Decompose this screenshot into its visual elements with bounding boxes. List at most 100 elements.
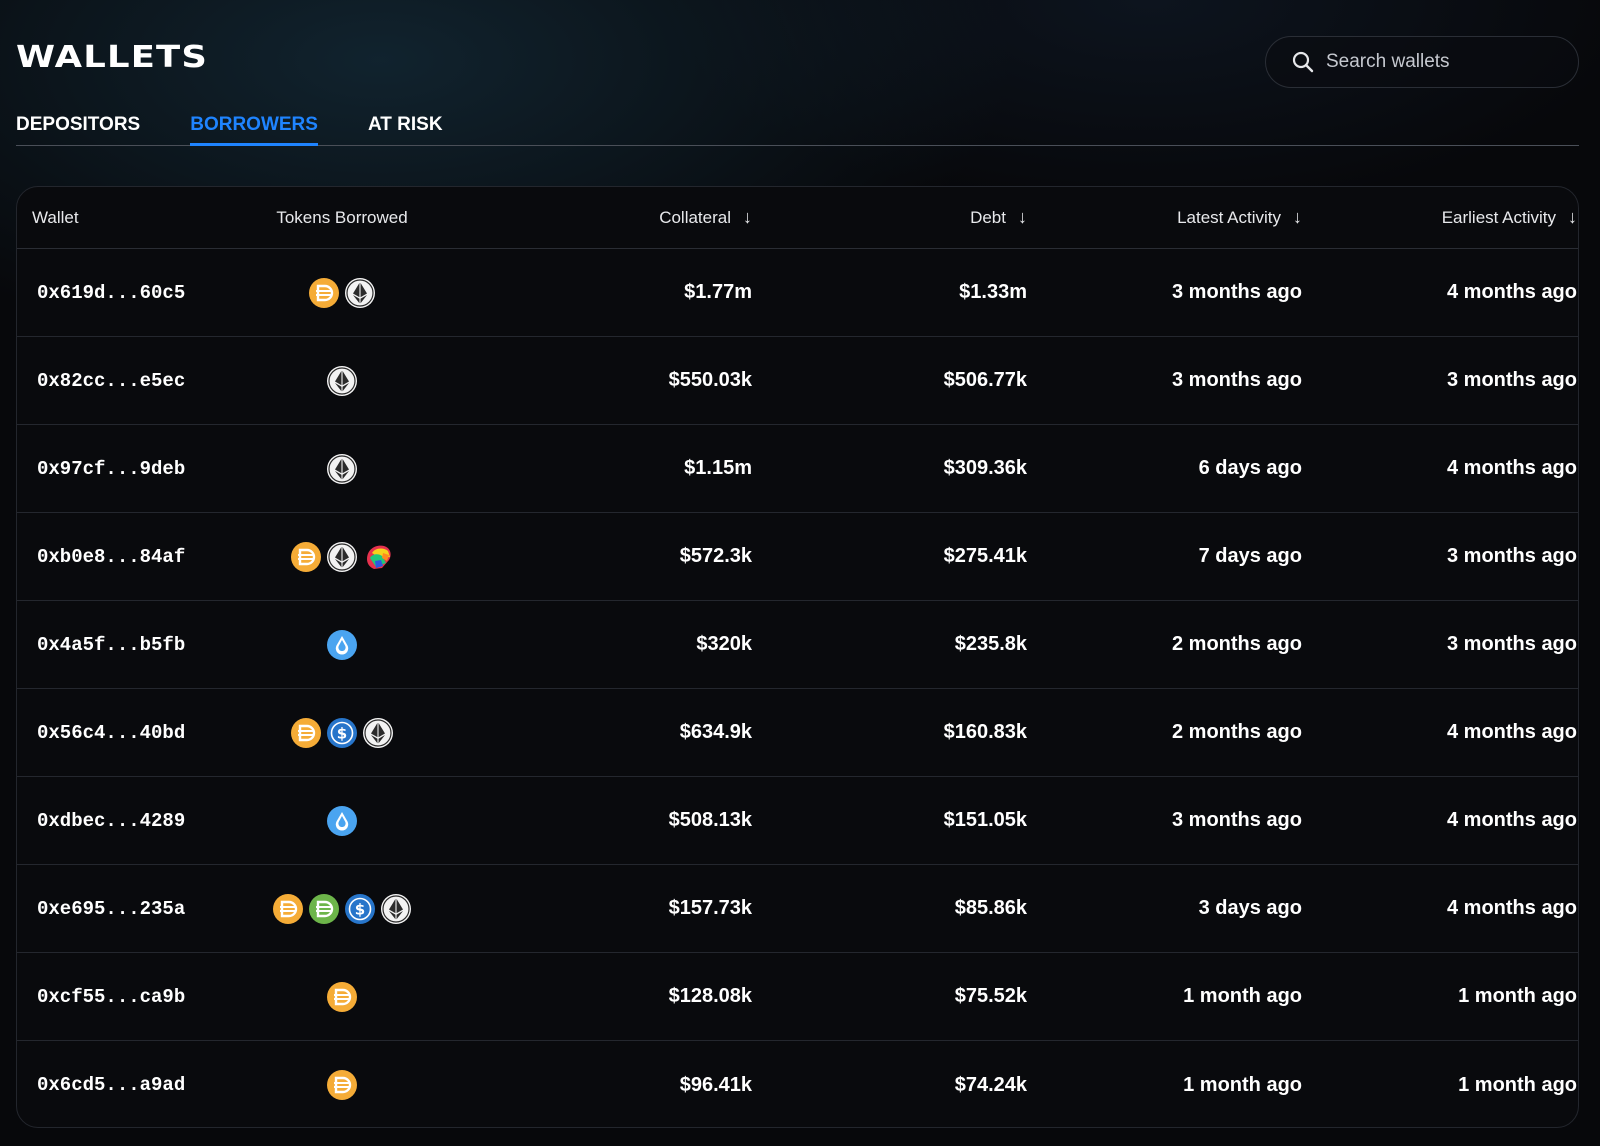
wallet-address-link[interactable]: 0x6cd5...a9ad (37, 1074, 186, 1096)
collateral-value: $1.15m (684, 457, 752, 479)
wallet-cell: 0xcf55...ca9b (17, 986, 247, 1008)
dai-icon (290, 541, 322, 573)
wallets-table: Wallet Tokens Borrowed Collateral ↓ Debt ↓… (16, 186, 1579, 1128)
table-row[interactable]: 0x56c4...40bd $ $634.9k $160.83k 2 month… (17, 689, 1578, 777)
tokens-cell (247, 629, 437, 661)
lido-icon (326, 805, 358, 837)
table-row[interactable]: 0xcf55...ca9b $128.08k $75.52k 1 month a… (17, 953, 1578, 1041)
token-icons (324, 981, 360, 1013)
column-label: Wallet (32, 207, 79, 227)
column-header-debt[interactable]: Debt ↓ (752, 207, 1027, 228)
wallet-cell: 0x56c4...40bd (17, 722, 247, 744)
table-header: Wallet Tokens Borrowed Collateral ↓ Debt ↓… (17, 187, 1578, 249)
wallet-cell: 0x82cc...e5ec (17, 370, 247, 392)
earliest-activity-value: 4 months ago (1446, 721, 1577, 743)
tab-borrowers[interactable]: BORROWERS (190, 112, 318, 146)
wallet-address-link[interactable]: 0x82cc...e5ec (37, 369, 186, 392)
latest-activity-value: 3 months ago (1171, 369, 1302, 391)
sort-down-icon[interactable]: ↓ (1018, 207, 1027, 227)
wallet-address-link[interactable]: 0x97cf...9deb (37, 457, 186, 480)
collateral-value: $508.13k (668, 809, 752, 831)
search-input[interactable] (1326, 51, 1556, 73)
token-icons: $ (288, 717, 396, 749)
column-label: Debt (970, 207, 1006, 227)
column-header-collateral[interactable]: Collateral ↓ (437, 207, 752, 228)
column-label: Earliest Activity (1441, 207, 1556, 227)
earliest-activity-value: 4 months ago (1446, 457, 1577, 479)
table-row[interactable]: 0xdbec...4289 $508.13k $151.05k 3 months… (17, 777, 1578, 865)
table-row[interactable]: 0xe695...235a $ $157.73k $85.86k 3 days … (17, 865, 1578, 953)
svg-text:$: $ (337, 724, 347, 742)
column-label: Collateral (659, 207, 731, 227)
svg-text:$: $ (355, 900, 365, 918)
collateral-value: $572.3k (679, 545, 752, 567)
sort-down-icon[interactable]: ↓ (1568, 207, 1577, 227)
table-row[interactable]: 0x6cd5...a9ad $96.41k $74.24k 1 month ag… (17, 1041, 1578, 1127)
token-icons (324, 453, 360, 485)
latest-activity-value: 2 months ago (1171, 721, 1302, 743)
wallet-address-link[interactable]: 0xb0e8...84af (37, 545, 186, 568)
crv-icon (362, 541, 394, 573)
tokens-cell: $ (247, 717, 437, 749)
tokens-cell (247, 1069, 437, 1101)
latest-activity-value: 1 month ago (1183, 1073, 1302, 1096)
wallet-address-link[interactable]: 0x4a5f...b5fb (37, 633, 186, 656)
table-row[interactable]: 0x97cf...9deb $1.15m $309.36k 6 days ago… (17, 425, 1578, 513)
token-icons (288, 541, 396, 573)
collateral-value: $1.77m (684, 281, 752, 303)
earliest-activity-value: 1 month ago (1458, 985, 1577, 1007)
wallet-cell: 0xdbec...4289 (17, 810, 247, 832)
tokens-cell (247, 277, 437, 309)
table-row[interactable]: 0x82cc...e5ec $550.03k $506.77k 3 months… (17, 337, 1578, 425)
tab-depositors[interactable]: DEPOSITORS (16, 114, 141, 135)
debt-value: $235.8k (954, 633, 1027, 655)
collateral-value: $634.9k (679, 721, 752, 743)
token-icons (306, 277, 378, 309)
wallet-address-link[interactable]: 0xe695...235a (37, 897, 186, 920)
column-header-earliest-activity[interactable]: Earliest Activity ↓ (1302, 207, 1577, 228)
table-row[interactable]: 0x619d...60c5 $1.77m $1.33m 3 months ago… (17, 249, 1578, 337)
tab-bar: DEPOSITORS BORROWERS AT RISK (16, 112, 1579, 146)
eth-icon (326, 365, 358, 397)
table-row[interactable]: 0xb0e8...84af $572.3k $275.41k 7 days ag… (17, 513, 1578, 601)
dai-icon (308, 277, 340, 309)
wallet-cell: 0xb0e8...84af (17, 546, 247, 568)
debt-value: $74.24k (954, 1073, 1027, 1096)
wallet-address-link[interactable]: 0xcf55...ca9b (37, 985, 186, 1008)
dai-icon (326, 981, 358, 1013)
sort-down-icon[interactable]: ↓ (743, 207, 752, 227)
debt-value: $160.83k (943, 721, 1027, 743)
column-header-wallet: Wallet (17, 208, 247, 228)
debt-value: $151.05k (943, 809, 1027, 831)
dai-icon (272, 893, 304, 925)
latest-activity-value: 6 days ago (1198, 457, 1302, 479)
search-box[interactable] (1265, 36, 1579, 88)
earliest-activity-value: 1 month ago (1458, 1073, 1577, 1096)
sort-down-icon[interactable]: ↓ (1293, 207, 1302, 227)
wallet-address-link[interactable]: 0x56c4...40bd (37, 721, 186, 744)
token-icons: $ (270, 893, 414, 925)
wallet-address-link[interactable]: 0x619d...60c5 (37, 281, 186, 304)
token-icons (324, 365, 360, 397)
collateral-value: $157.73k (668, 897, 752, 919)
tab-at-risk[interactable]: AT RISK (367, 114, 443, 135)
latest-activity-value: 2 months ago (1171, 633, 1302, 655)
tokens-cell: $ (247, 893, 437, 925)
wallet-cell: 0x97cf...9deb (17, 458, 247, 480)
search-icon (1292, 51, 1314, 73)
token-icons (324, 1069, 360, 1101)
wallet-cell: 0xe695...235a (17, 898, 247, 920)
table-row[interactable]: 0x4a5f...b5fb $320k $235.8k 2 months ago… (17, 601, 1578, 689)
tokens-cell (247, 541, 437, 573)
usdc-icon: $ (344, 893, 376, 925)
earliest-activity-value: 4 months ago (1446, 809, 1577, 831)
wallet-address-link[interactable]: 0xdbec...4289 (37, 809, 186, 832)
wallet-cell: 0x619d...60c5 (17, 282, 247, 304)
debt-value: $75.52k (954, 985, 1027, 1007)
wallet-cell: 0x6cd5...a9ad (17, 1074, 247, 1096)
lido-icon (326, 629, 358, 661)
collateral-value: $320k (696, 633, 752, 655)
column-header-latest-activity[interactable]: Latest Activity ↓ (1027, 207, 1302, 228)
debt-value: $85.86k (954, 897, 1027, 919)
latest-activity-value: 7 days ago (1198, 545, 1302, 567)
